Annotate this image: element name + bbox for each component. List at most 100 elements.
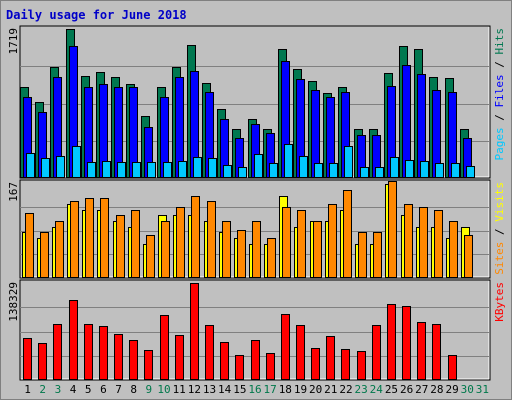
- bar-kbytes-day-25: [387, 304, 396, 380]
- panel-visits: 167 Sites / Visits: [7, 179, 506, 279]
- bar-sites-day-11: [176, 207, 185, 278]
- day-label-29: 29: [445, 383, 458, 396]
- bar-kbytes-day-29: [448, 355, 457, 380]
- bar-sites-day-23: [358, 232, 367, 278]
- bar-pages-day-20: [314, 163, 323, 178]
- day-label-23: 23: [355, 383, 368, 396]
- bar-kbytes-day-15: [235, 355, 244, 380]
- bar-pages-day-27: [420, 161, 429, 178]
- y-max-label: 1719: [7, 28, 20, 55]
- day-label-6: 6: [100, 383, 107, 396]
- bar-kbytes-day-6: [99, 326, 108, 380]
- bar-sites-day-4: [70, 201, 79, 278]
- day-label-10: 10: [157, 383, 170, 396]
- bar-kbytes-day-16: [251, 340, 260, 380]
- day-label-17: 17: [264, 383, 277, 396]
- legend: Sites / Visits: [493, 182, 506, 275]
- day-label-25: 25: [385, 383, 398, 396]
- bar-kbytes-day-28: [432, 324, 441, 380]
- day-label-21: 21: [324, 383, 337, 396]
- y-max-label: 167: [7, 182, 20, 202]
- bar-pages-day-14: [223, 165, 232, 178]
- day-label-30: 30: [461, 383, 474, 396]
- day-label-28: 28: [430, 383, 443, 396]
- bar-sites-day-7: [116, 215, 125, 278]
- bar-kbytes-day-20: [311, 348, 320, 380]
- legend-entry: /: [493, 222, 506, 242]
- bar-sites-day-20: [313, 221, 322, 278]
- legend: KBytes: [493, 282, 506, 322]
- bar-kbytes-day-7: [114, 334, 123, 380]
- bar-pages-day-8: [132, 162, 141, 178]
- bar-pages-day-28: [435, 163, 444, 178]
- bar-pages-day-26: [405, 160, 414, 178]
- legend-entry: KBytes: [493, 282, 506, 322]
- bar-pages-day-21: [329, 163, 338, 178]
- day-label-16: 16: [248, 383, 261, 396]
- panel-kbytes: 138329 KBytes: [7, 279, 506, 381]
- day-label-13: 13: [203, 383, 216, 396]
- bar-sites-day-19: [297, 210, 306, 278]
- bar-sites-day-27: [419, 207, 428, 278]
- day-label-7: 7: [115, 383, 122, 396]
- bar-pages-day-30: [466, 166, 475, 178]
- day-label-4: 4: [70, 383, 77, 396]
- bar-kbytes-day-23: [357, 351, 366, 380]
- day-label-15: 15: [233, 383, 246, 396]
- bar-sites-day-13: [207, 201, 216, 278]
- bar-kbytes-day-13: [205, 325, 214, 380]
- bar-kbytes-day-10: [160, 315, 169, 380]
- legend-entry: Hits: [493, 28, 506, 55]
- bar-pages-day-22: [344, 146, 353, 178]
- bar-sites-day-8: [131, 210, 140, 278]
- bar-sites-day-16: [252, 221, 261, 278]
- bar-sites-day-6: [100, 198, 109, 278]
- bar-kbytes-day-9: [144, 350, 153, 380]
- bar-kbytes-day-4: [69, 300, 78, 380]
- day-label-14: 14: [218, 383, 232, 396]
- bar-pages-day-16: [254, 154, 263, 178]
- bar-sites-day-29: [449, 221, 458, 278]
- series-pages: [26, 144, 475, 178]
- bar-kbytes-day-11: [175, 335, 184, 380]
- bar-pages-day-1: [26, 153, 35, 178]
- bar-kbytes-day-24: [372, 325, 381, 380]
- bar-kbytes-day-21: [326, 336, 335, 380]
- bar-sites-day-15: [237, 230, 246, 278]
- series-sites: [25, 181, 473, 278]
- day-label-12: 12: [188, 383, 201, 396]
- legend: Pages / Files / Hits: [493, 28, 506, 161]
- day-label-24: 24: [370, 383, 384, 396]
- bar-kbytes-day-8: [129, 340, 138, 380]
- bar-pages-day-4: [72, 146, 81, 178]
- bar-sites-day-25: [388, 181, 397, 278]
- legend-entry: Sites: [493, 242, 506, 275]
- bar-pages-day-9: [147, 162, 156, 178]
- legend-entry: /: [493, 108, 506, 128]
- bar-pages-day-11: [178, 161, 187, 178]
- day-label-8: 8: [130, 383, 137, 396]
- legend-entry: Pages: [493, 127, 506, 160]
- bar-kbytes-day-5: [84, 324, 93, 380]
- bar-sites-day-21: [328, 204, 337, 278]
- bar-sites-day-14: [222, 221, 231, 278]
- day-label-2: 2: [39, 383, 46, 396]
- panel-hits: 1719 Pages / Files / Hits: [7, 25, 506, 179]
- bar-pages-day-2: [41, 158, 50, 178]
- bar-sites-day-17: [267, 238, 276, 278]
- bar-kbytes-day-17: [266, 353, 275, 380]
- bar-sites-day-1: [25, 213, 34, 278]
- bar-pages-day-7: [117, 162, 126, 178]
- bar-kbytes-day-14: [220, 342, 229, 380]
- bar-pages-day-17: [269, 163, 278, 178]
- day-label-26: 26: [400, 383, 413, 396]
- bar-kbytes-day-19: [296, 325, 305, 380]
- legend-entry: Visits: [493, 182, 506, 222]
- day-label-1: 1: [24, 383, 31, 396]
- bar-pages-day-12: [193, 157, 202, 178]
- day-label-11: 11: [173, 383, 186, 396]
- bar-kbytes-day-27: [417, 322, 426, 380]
- bar-pages-day-5: [87, 162, 96, 178]
- bar-sites-day-24: [373, 232, 382, 278]
